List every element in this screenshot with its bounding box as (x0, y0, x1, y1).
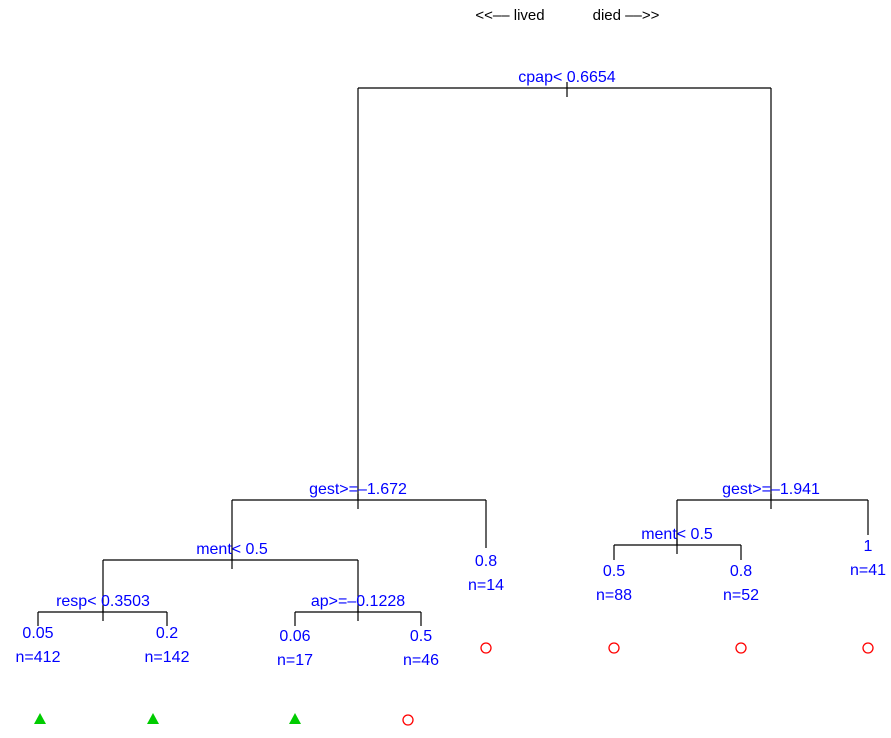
split-label: ap>=–0.1228 (311, 593, 405, 610)
leaf-value: 0.5 (410, 628, 432, 645)
leaf-value: 0.06 (279, 628, 310, 645)
leaf-value: 0.8 (475, 553, 497, 570)
leaf-count: n=52 (723, 587, 759, 604)
leaf-count: n=88 (596, 587, 632, 604)
split-label: ment< 0.5 (196, 541, 268, 558)
leaf-value: 0.5 (603, 563, 625, 580)
lived-marker (34, 713, 46, 724)
leaf-count: n=412 (16, 649, 61, 666)
died-marker (402, 714, 414, 726)
died-marker (608, 642, 620, 654)
leaf-count: n=46 (403, 652, 439, 669)
died-marker (862, 642, 874, 654)
direction-right: died ––>> (593, 7, 660, 24)
leaf-value: 0.2 (156, 625, 178, 642)
direction-left: <<–– lived (475, 7, 544, 24)
lived-marker (289, 713, 301, 724)
split-label: resp< 0.3503 (56, 593, 150, 610)
leaf-value: 0.8 (730, 563, 752, 580)
died-marker (735, 642, 747, 654)
leaf-count: n=14 (468, 577, 504, 594)
split-label: ment< 0.5 (641, 526, 713, 543)
split-label: cpap< 0.6654 (518, 69, 616, 86)
lived-marker (147, 713, 159, 724)
leaf-count: n=17 (277, 652, 313, 669)
tree: cpap< 0.6654 gest>=–1.672 ment< 0.5 resp< 0… (16, 69, 886, 726)
leaf-count: n=41 (850, 562, 886, 579)
leaf-count: n=142 (145, 649, 190, 666)
split-label: gest>=–1.672 (309, 481, 407, 498)
split-label: gest>=–1.941 (722, 481, 820, 498)
leaf-value: 0.05 (22, 625, 53, 642)
died-marker (480, 642, 492, 654)
leaf-value: 1 (864, 538, 873, 555)
